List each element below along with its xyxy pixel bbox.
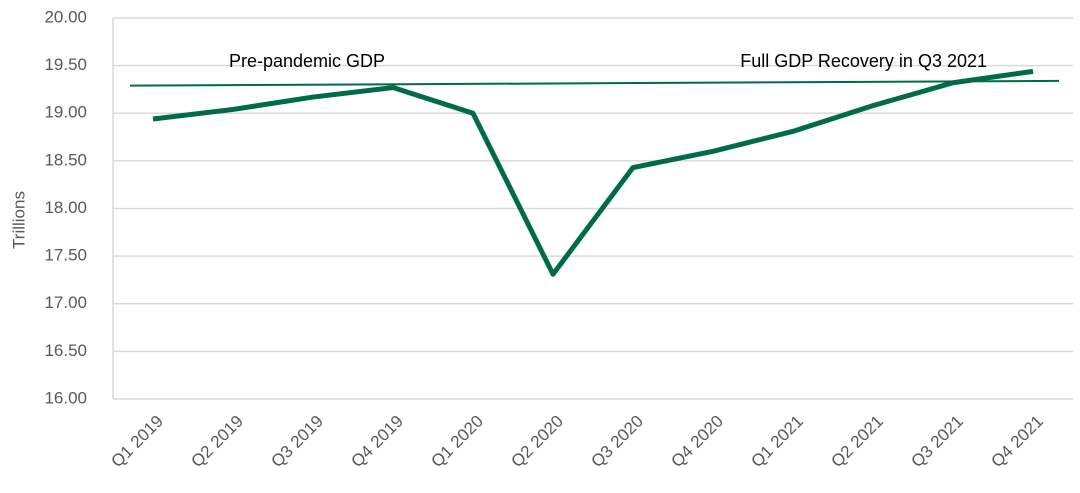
x-tick-label: Q4 2020 <box>667 412 727 472</box>
y-tick-label: 16.00 <box>44 388 87 407</box>
y-tick-label: 17.50 <box>44 246 87 265</box>
x-tick-label: Q2 2020 <box>507 412 567 472</box>
data-line <box>152 68 1034 277</box>
x-tick-label: Q3 2021 <box>907 412 967 472</box>
y-tick-label: 16.50 <box>44 341 87 360</box>
y-tick-label: 19.00 <box>44 103 87 122</box>
y-tick-label: 18.50 <box>44 150 87 169</box>
x-tick-label: Q1 2019 <box>107 412 167 472</box>
x-tick-label: Q1 2020 <box>427 412 487 472</box>
y-tick-label: 19.50 <box>44 55 87 74</box>
y-tick-label: 17.00 <box>44 293 87 312</box>
y-tick-label: 20.00 <box>44 7 87 26</box>
x-tick-label: Q2 2021 <box>827 412 887 472</box>
x-tick-label: Q4 2021 <box>987 412 1047 472</box>
x-tick-label: Q2 2019 <box>187 412 247 472</box>
x-tick-label: Q3 2019 <box>267 412 327 472</box>
annotation: Pre-pandemic GDP <box>229 51 385 71</box>
y-tick-label: 18.00 <box>44 198 87 217</box>
y-axis-label: Trillions <box>9 191 28 249</box>
x-tick-label: Q1 2021 <box>747 412 807 472</box>
x-tick-label: Q4 2019 <box>347 412 407 472</box>
x-tick-label: Q3 2020 <box>587 412 647 472</box>
reference-line <box>129 79 1060 87</box>
annotation: Full GDP Recovery in Q3 2021 <box>740 51 987 71</box>
